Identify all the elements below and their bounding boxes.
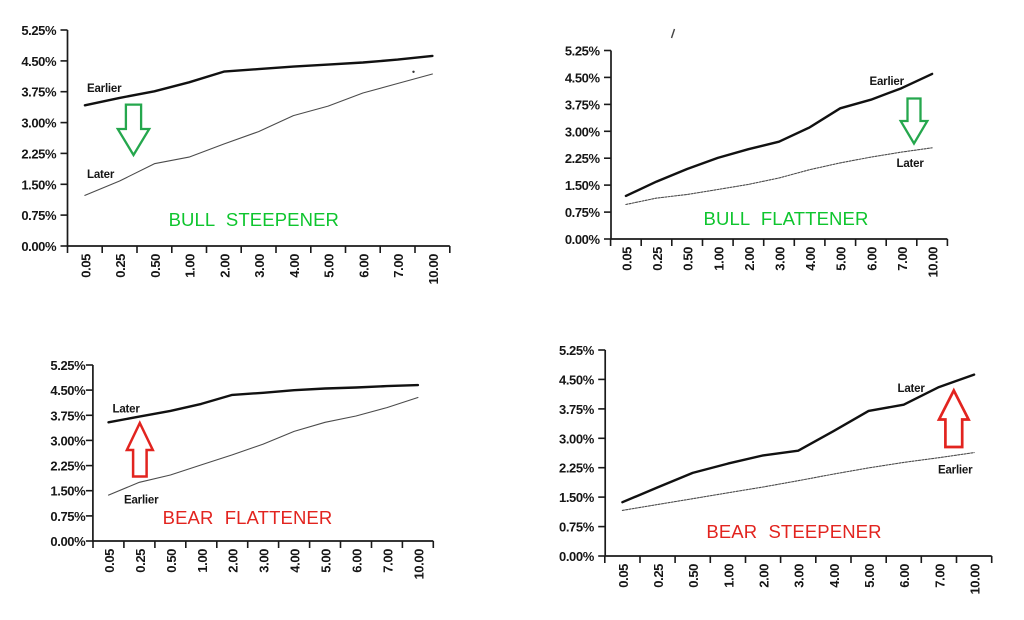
svg-text:0.25: 0.25 (133, 549, 148, 573)
svg-text:3.00: 3.00 (257, 549, 272, 573)
svg-text:3.00%: 3.00% (21, 116, 57, 131)
svg-text:0.25: 0.25 (650, 247, 665, 271)
svg-text:Later: Later (87, 169, 115, 181)
svg-text:6.00: 6.00 (897, 564, 912, 588)
svg-text:0.25: 0.25 (651, 564, 666, 588)
svg-text:Later: Later (898, 383, 926, 395)
svg-text:0.75%: 0.75% (565, 205, 601, 220)
svg-text:1.00: 1.00 (183, 254, 198, 278)
svg-text:2.00: 2.00 (226, 549, 241, 573)
svg-text:1.50%: 1.50% (565, 178, 601, 193)
svg-text:4.50%: 4.50% (21, 54, 57, 69)
svg-text:5.00: 5.00 (319, 549, 334, 573)
svg-text:3.00: 3.00 (792, 564, 807, 588)
svg-text:4.00: 4.00 (287, 254, 302, 278)
svg-text:3.75%: 3.75% (565, 97, 601, 112)
svg-text:Later: Later (897, 158, 925, 170)
svg-text:5.25%: 5.25% (21, 23, 57, 38)
svg-text:0.05: 0.05 (619, 247, 634, 271)
svg-text:3.00: 3.00 (252, 254, 267, 278)
svg-text:Earlier: Earlier (870, 76, 905, 88)
svg-text:3.00%: 3.00% (565, 124, 601, 139)
svg-text:10.00: 10.00 (968, 564, 983, 595)
svg-text:1.00: 1.00 (711, 247, 726, 271)
svg-text:5.00: 5.00 (322, 254, 337, 278)
svg-text:4.00: 4.00 (827, 564, 842, 588)
svg-text:4.00: 4.00 (803, 247, 818, 271)
svg-text:0.05: 0.05 (616, 564, 631, 588)
svg-text:0.00%: 0.00% (559, 549, 595, 564)
svg-text:2.25%: 2.25% (50, 459, 86, 474)
svg-text:5.25%: 5.25% (50, 358, 86, 373)
svg-text:4.50%: 4.50% (559, 372, 595, 387)
svg-text:Earlier: Earlier (87, 83, 122, 95)
svg-text:5.00: 5.00 (862, 564, 877, 588)
svg-text:Earlier: Earlier (124, 495, 159, 507)
svg-text:3.00: 3.00 (773, 247, 788, 271)
svg-text:2.00: 2.00 (742, 247, 757, 271)
svg-text:2.25%: 2.25% (21, 146, 57, 161)
svg-text:0.25: 0.25 (113, 254, 128, 278)
svg-text:0.75%: 0.75% (559, 520, 595, 535)
svg-text:0.75%: 0.75% (50, 509, 86, 524)
svg-text:Earlier: Earlier (938, 465, 973, 477)
svg-text:5.00: 5.00 (834, 247, 849, 271)
svg-text:BEAR FLATTENER: BEAR FLATTENER (163, 507, 333, 528)
svg-text:0.00%: 0.00% (21, 239, 57, 254)
svg-text:2.00: 2.00 (757, 564, 772, 588)
svg-text:1.50%: 1.50% (50, 484, 86, 499)
svg-text:6.00: 6.00 (356, 254, 371, 278)
svg-text:0.05: 0.05 (78, 254, 93, 278)
svg-text:6.00: 6.00 (864, 247, 879, 271)
svg-text:2.25%: 2.25% (565, 151, 601, 166)
svg-text:0.05: 0.05 (102, 549, 117, 573)
svg-text:6.00: 6.00 (350, 549, 365, 573)
svg-text:0.50: 0.50 (681, 247, 696, 271)
svg-text:5.25%: 5.25% (565, 44, 601, 59)
svg-text:0.00%: 0.00% (565, 232, 601, 247)
svg-text:BULL STEEPENER: BULL STEEPENER (169, 209, 339, 230)
svg-text:3.75%: 3.75% (21, 85, 57, 100)
svg-text:0.50: 0.50 (148, 254, 163, 278)
svg-text:BULL FLATTENER: BULL FLATTENER (704, 208, 869, 229)
svg-text:1.50%: 1.50% (21, 177, 57, 192)
svg-text:Later: Later (113, 404, 141, 416)
svg-text:0.00%: 0.00% (50, 534, 86, 549)
svg-text:BEAR STEEPENER: BEAR STEEPENER (706, 521, 881, 542)
svg-text:0.75%: 0.75% (21, 208, 57, 223)
svg-text:7.00: 7.00 (895, 247, 910, 271)
svg-text:2.00: 2.00 (217, 254, 232, 278)
svg-text:0.50: 0.50 (686, 564, 701, 588)
svg-text:7.00: 7.00 (391, 254, 406, 278)
svg-text:4.50%: 4.50% (50, 383, 86, 398)
svg-text:1.00: 1.00 (721, 564, 736, 588)
svg-text:1.50%: 1.50% (559, 490, 595, 505)
svg-text:10.00: 10.00 (411, 549, 426, 580)
svg-text:7.00: 7.00 (932, 564, 947, 588)
svg-text:10.00: 10.00 (426, 254, 441, 285)
svg-text:2.25%: 2.25% (559, 461, 595, 476)
svg-text:0.50: 0.50 (164, 549, 179, 573)
svg-text:3.75%: 3.75% (50, 408, 86, 423)
svg-text:4.50%: 4.50% (565, 70, 601, 85)
svg-text:7.00: 7.00 (380, 549, 395, 573)
svg-text:3.75%: 3.75% (559, 402, 595, 417)
svg-text:3.00%: 3.00% (559, 431, 595, 446)
svg-text:1.00: 1.00 (195, 549, 210, 573)
svg-text:5.25%: 5.25% (559, 343, 595, 358)
svg-text:4.00: 4.00 (288, 549, 303, 573)
svg-text:3.00%: 3.00% (50, 433, 86, 448)
svg-text:10.00: 10.00 (926, 247, 941, 278)
